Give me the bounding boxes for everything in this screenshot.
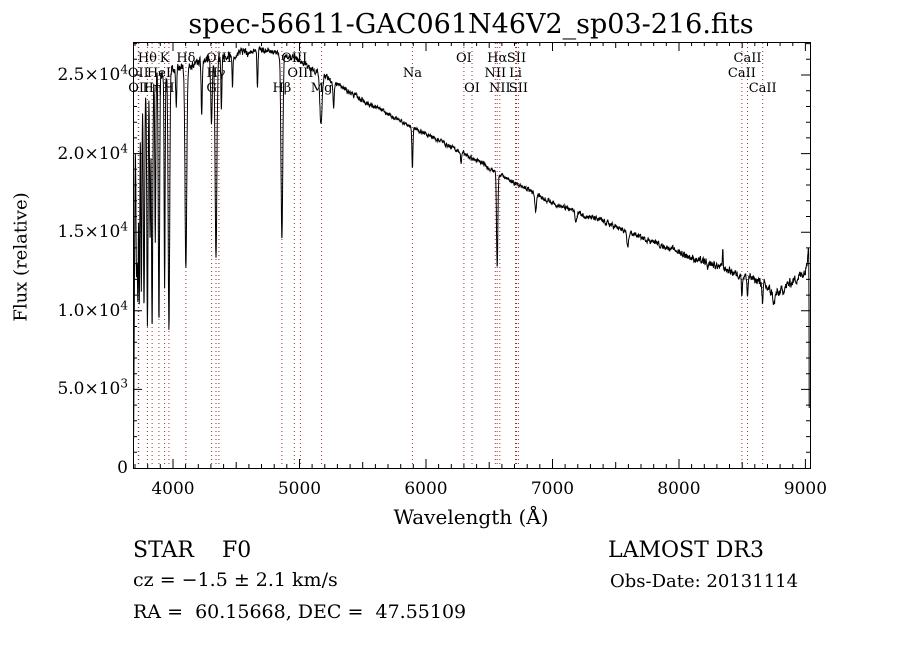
y-tick-label: 0 (117, 458, 128, 478)
cz-text: cz = −1.5 ± 2.1 km/s (133, 569, 338, 591)
y-tick-label: 1.5×104 (57, 219, 128, 243)
spectral-line-label: H (163, 81, 174, 96)
spectral-line-label: Li (509, 66, 522, 81)
x-tick-label: 7000 (530, 479, 575, 499)
spectral-line-label: Na (403, 66, 422, 81)
x-axis-label: Wavelength (Å) (393, 505, 549, 529)
spectral-line-label: SII (507, 51, 526, 66)
spectral-line-label: Hθ (138, 51, 157, 66)
spectral-line-label: Mg (311, 81, 333, 96)
spectral-line-label: Hβ (272, 81, 291, 96)
y-tick-label: 2.5×104 (57, 62, 128, 85)
obsdate-text: Obs-Date: 20131114 (610, 571, 799, 592)
spectral-line-label: Hα (487, 51, 507, 66)
y-tick-label: 2.0×104 (57, 140, 128, 164)
axis-ticks (133, 42, 810, 468)
spectral-line-label: NII (484, 66, 506, 81)
survey-text: LAMOST DR3 (608, 538, 764, 563)
spectral-line-label: OI (464, 81, 480, 96)
x-tick-label: 5000 (277, 479, 322, 499)
classification-text: STAR F0 (133, 538, 252, 563)
x-tick-label: 8000 (657, 479, 701, 499)
spectral-line-label: K (160, 51, 170, 66)
y-tick-label: 5.0×103 (57, 376, 128, 400)
spectral-line-label: OI (456, 51, 472, 66)
plot-title: spec-56611-GAC061N46V2_sp03-216.fits (188, 9, 754, 40)
radec-text: RA = 60.15668, DEC = 47.55109 (133, 601, 467, 623)
spectral-line-label: OIII (287, 66, 313, 81)
spectral-line-label: Hγ (206, 66, 225, 81)
spectrum-trace (133, 45, 810, 458)
spectral-line-label: SII (509, 81, 528, 96)
spectral-line-label: Hη (143, 81, 162, 96)
spectral-line-label: HeI (147, 66, 171, 81)
x-tick-label: 6000 (404, 479, 448, 499)
spectral-line-label: CaII (728, 66, 756, 81)
plot-frame (133, 42, 811, 469)
spectral-line-label: G (206, 81, 216, 96)
y-tick-label: 1.0×104 (57, 298, 128, 321)
spectral-line-label: CaII (749, 81, 777, 96)
spectral-line-label: Hδ (176, 51, 195, 66)
spectral-line-label: NII (489, 81, 511, 96)
x-tick-label: 9000 (783, 479, 828, 499)
spectral-line-label: CaII (734, 51, 762, 66)
spectral-line-label: OII (128, 66, 149, 81)
x-tick-label: 4000 (151, 479, 195, 499)
